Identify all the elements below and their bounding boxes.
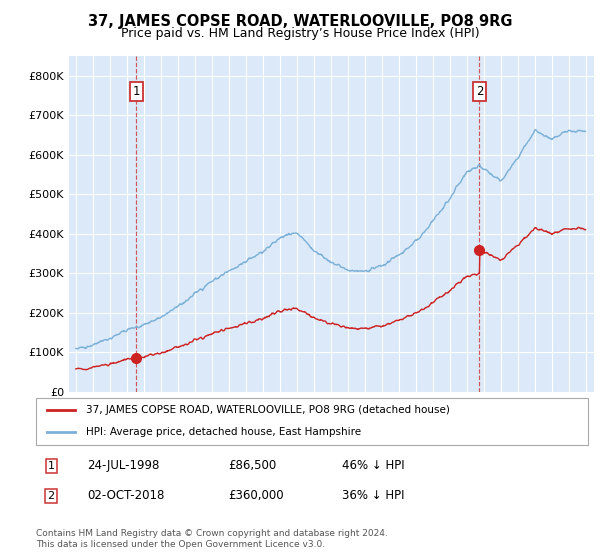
Text: £86,500: £86,500: [228, 459, 276, 473]
Text: Price paid vs. HM Land Registry’s House Price Index (HPI): Price paid vs. HM Land Registry’s House …: [121, 27, 479, 40]
Text: 46% ↓ HPI: 46% ↓ HPI: [342, 459, 404, 473]
Text: 36% ↓ HPI: 36% ↓ HPI: [342, 489, 404, 502]
Text: 24-JUL-1998: 24-JUL-1998: [87, 459, 160, 473]
Text: 2: 2: [476, 85, 483, 98]
Text: 37, JAMES COPSE ROAD, WATERLOOVILLE, PO8 9RG (detached house): 37, JAMES COPSE ROAD, WATERLOOVILLE, PO8…: [86, 405, 449, 416]
Text: 1: 1: [47, 461, 55, 471]
Text: HPI: Average price, detached house, East Hampshire: HPI: Average price, detached house, East…: [86, 427, 361, 437]
Text: £360,000: £360,000: [228, 489, 284, 502]
Text: Contains HM Land Registry data © Crown copyright and database right 2024.
This d: Contains HM Land Registry data © Crown c…: [36, 529, 388, 549]
Text: 37, JAMES COPSE ROAD, WATERLOOVILLE, PO8 9RG: 37, JAMES COPSE ROAD, WATERLOOVILLE, PO8…: [88, 14, 512, 29]
Text: 1: 1: [133, 85, 140, 98]
Text: 2: 2: [47, 491, 55, 501]
Text: 02-OCT-2018: 02-OCT-2018: [87, 489, 164, 502]
